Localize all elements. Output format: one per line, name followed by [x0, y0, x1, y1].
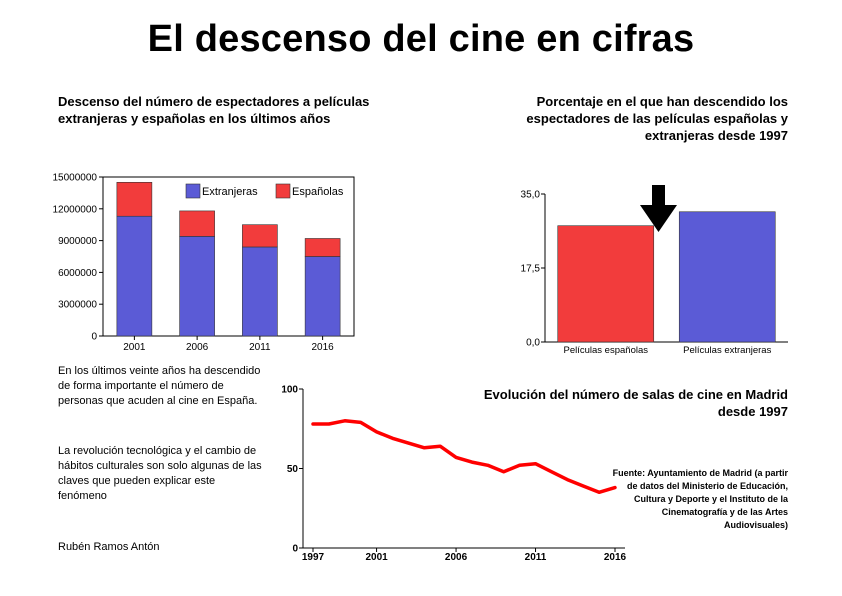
stacked-bar-chart-spectators: 15000000 12000000 9000000 6000000 3000000 0 20… — [53, 173, 355, 353]
chart1-bar-espanolas — [242, 224, 278, 248]
chart3-xtick-label: 1997 — [302, 552, 325, 563]
author-name: Rubén Ramos Antón — [58, 541, 160, 553]
chart1-bar-extranjeras — [242, 246, 278, 337]
chart3-series-line — [311, 419, 617, 495]
chart1-xtick-label: 2006 — [186, 342, 209, 353]
down-arrow-icon — [640, 185, 677, 232]
chart1-legend-label: Españolas — [292, 186, 344, 198]
chart3-ytick-label: 0 — [292, 544, 298, 555]
chart2-bar — [557, 225, 655, 343]
chart1-legend-swatch — [185, 183, 201, 199]
chart1-xtick-label: 2016 — [312, 342, 335, 353]
chart1-ytick-label: 12000000 — [53, 204, 98, 215]
chart1-bar-espanolas — [179, 210, 215, 237]
source-note: Fuente: Ayuntamiento de Madrid (a partir… — [612, 468, 788, 530]
chart3-title: Evolución del número de salas de cine en… — [483, 387, 788, 419]
chart1-legend-label: Extranjeras — [202, 186, 258, 198]
line-chart-cinemas: 100 50 0 1997 2001 2006 2011 2016 — [281, 385, 627, 564]
chart1-xtick-label: 2011 — [249, 342, 271, 353]
chart2-bar — [678, 211, 776, 343]
chart3-xtick-label: 2016 — [604, 552, 627, 563]
chart1-ytick-label: 0 — [91, 332, 97, 343]
chart1-bar-extranjeras — [179, 236, 215, 337]
chart3-ytick-label: 50 — [287, 464, 299, 475]
chart2-xtick-label: Películas españolas — [564, 345, 649, 356]
chart3-ytick-label: 100 — [281, 385, 298, 396]
chart1-title: Descenso del número de espectadores a pe… — [58, 94, 370, 126]
chart1-bar-extranjeras — [116, 215, 153, 337]
explanation-paragraph: La revolución tecnológica y el cambio de… — [58, 445, 262, 502]
chart2-ytick-label: 0,0 — [526, 338, 540, 349]
chart1-frame — [102, 176, 355, 337]
chart1-ytick-label: 9000000 — [58, 236, 97, 247]
chart2-title: Porcentaje en el que han descendido los … — [526, 94, 788, 143]
chart2-xtick-label: Películas extranjeras — [683, 345, 771, 356]
chart1-ytick-label: 15000000 — [53, 173, 98, 184]
chart3-xtick-label: 2011 — [525, 552, 547, 563]
chart1-legend-swatch — [275, 183, 291, 199]
chart1-ytick-label: 3000000 — [58, 300, 97, 311]
page-title: El descenso del cine en cifras — [147, 18, 695, 60]
chart3-xtick-label: 2006 — [445, 552, 468, 563]
chart2-ytick-label: 17,5 — [521, 264, 541, 275]
percentage-bar-chart: 35,0 17,5 0,0 Películas españolas Películas … — [521, 185, 788, 356]
intro-paragraph: En los últimos veinte años ha descendido… — [58, 365, 261, 407]
chart1-xtick-label: 2001 — [123, 342, 146, 353]
chart2-ytick-label: 35,0 — [521, 190, 541, 201]
chart1-bar-espanolas — [304, 238, 341, 257]
chart1-bar-espanolas — [116, 181, 153, 217]
chart1-bar-extranjeras — [304, 256, 341, 337]
chart3-xtick-label: 2001 — [365, 552, 388, 563]
chart1-ytick-label: 6000000 — [58, 268, 97, 279]
